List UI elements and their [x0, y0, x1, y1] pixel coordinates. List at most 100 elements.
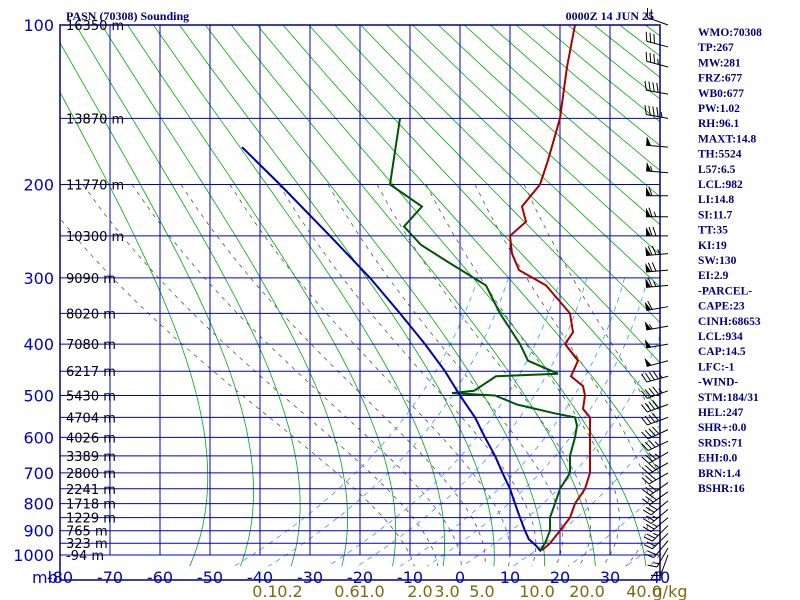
- index-value: SI:11.7: [698, 209, 732, 221]
- wind-barb-pennant: [646, 226, 651, 236]
- wind-barb-feather: [648, 439, 656, 448]
- index-value: SW:130: [698, 255, 737, 267]
- height-label: 10300 m: [66, 230, 124, 245]
- wind-barb-pennant: [646, 161, 652, 172]
- wind-barb-pennant: [644, 301, 652, 311]
- indices-panel: WMO:70308 TP:267 MW:281 FRZ:677 WB0:677 PW:1.…: [698, 27, 762, 495]
- wind-barb-half-feather: [658, 388, 663, 394]
- wind-barb-feather: [641, 390, 648, 399]
- index-value: CAP:14.5: [698, 346, 746, 358]
- wind-barb: [646, 136, 669, 148]
- wind-barb-pennant: [644, 357, 652, 367]
- wind-barb-feather: [648, 504, 658, 511]
- wind-barb-feather: [652, 426, 660, 435]
- wind-barb-feather: [644, 389, 652, 398]
- wind-barb: [650, 554, 669, 577]
- index-value: LCL:982: [698, 179, 743, 191]
- mixing-ratio-label: 3.0: [434, 582, 459, 600]
- height-label: 11770 m: [66, 179, 124, 194]
- temperature-tick-label: 10: [500, 568, 520, 587]
- grid-layer: [60, 25, 660, 556]
- wind-barb-pennant: [645, 278, 652, 288]
- wind-barb-feather: [648, 452, 657, 460]
- wind-barb-layer: [641, 7, 669, 577]
- dry-adiabat: [256, 25, 647, 567]
- index-value: STM:184/31: [698, 392, 759, 404]
- wind-barb: [641, 413, 669, 426]
- temperature-tick-label: -10: [397, 568, 423, 587]
- wind-barb-feather: [642, 526, 652, 533]
- height-label: 4704 m: [66, 411, 116, 426]
- height-label-layer: 16350 m 13870 m 11770 m 10300 m 9090 m 8020 m…: [66, 19, 124, 564]
- wind-barb: [642, 482, 669, 496]
- wind-barb-pennant: [646, 186, 651, 196]
- height-label: -94 m: [66, 549, 104, 564]
- index-value: LCL:934: [698, 331, 743, 343]
- station-title: PASN (70308) Sounding: [66, 9, 189, 23]
- pressure-tick-label: 300: [23, 269, 54, 288]
- wind-barb-feather: [643, 544, 653, 550]
- mixing-ratio-label: 20.0: [569, 582, 605, 600]
- wind-barb: [644, 80, 669, 95]
- dry-adiabat: [204, 25, 545, 567]
- wind-barb-feather: [644, 429, 653, 438]
- mixing-ratio-label: 0.1: [252, 582, 277, 600]
- height-label: 6217 m: [66, 365, 116, 380]
- moist-adiabat: [180, 184, 486, 567]
- wind-barb: [644, 105, 669, 119]
- wind-barb: [643, 525, 669, 542]
- temperature-line: [508, 25, 591, 552]
- wind-barb-feather: [648, 226, 653, 237]
- wind-barb-feather: [642, 489, 651, 496]
- wind-barb: [644, 540, 669, 559]
- wind-barb-half-feather: [648, 324, 653, 330]
- wind-barb-feather: [641, 456, 650, 464]
- pressure-tick-label: 500: [23, 386, 54, 405]
- wind-barb-feather: [648, 81, 651, 92]
- wind-barb-feather: [647, 277, 653, 288]
- wind-barb-feather: [648, 414, 656, 423]
- wind-barb: [646, 161, 669, 174]
- wind-barb-feather: [645, 486, 654, 494]
- index-value: WMO:70308: [698, 27, 762, 39]
- pressure-tick-label: 600: [23, 428, 54, 447]
- wind-barb-feather: [645, 506, 655, 513]
- wind-barb: [642, 517, 669, 533]
- moist-adiabat: [327, 184, 564, 567]
- wind-barb-feather: [647, 262, 653, 272]
- wind-barb-feather: [652, 370, 659, 380]
- height-label: 4026 m: [66, 431, 116, 446]
- dry-adiabat: [60, 91, 209, 567]
- wind-barb-feather: [645, 51, 648, 62]
- mixing-ratio-line: [234, 277, 479, 567]
- dry-adiabat: [60, 41, 254, 567]
- height-label: 2241 m: [66, 483, 116, 498]
- wind-barb: [641, 400, 669, 413]
- wind-barb-feather: [647, 246, 653, 256]
- wind-barb-shaft: [646, 360, 669, 367]
- wind-barb-half-feather: [650, 166, 653, 172]
- height-label: 765 m: [66, 525, 108, 540]
- wind-barb-half-feather: [654, 453, 660, 458]
- index-value: SRDS:71: [698, 437, 743, 449]
- mixing-ratio-label: 1.0: [359, 582, 384, 600]
- pressure-unit-label: mb: [32, 568, 58, 587]
- temperature-tick-label: -80: [47, 568, 73, 587]
- wind-barb-feather: [644, 105, 647, 115]
- height-label: 13870 m: [66, 112, 124, 127]
- height-label: 16350 m: [66, 19, 124, 34]
- index-value: KI:19: [698, 240, 727, 252]
- wind-barb-feather: [641, 404, 648, 413]
- wind-barb-half-feather: [653, 211, 657, 217]
- mixing-ratio-line: [426, 277, 649, 567]
- wind-barb-half-feather: [652, 532, 659, 536]
- mixing-ratio-line: [268, 277, 509, 567]
- index-value: BRN:1.4: [698, 468, 741, 480]
- wind-barb-half-feather: [658, 373, 663, 379]
- wind-barb-feather: [644, 80, 647, 91]
- wind-barb-feather: [644, 402, 652, 411]
- moist-adiabat: [131, 184, 462, 567]
- height-label: 5430 m: [66, 389, 116, 404]
- pressure-tick-label: 100: [23, 16, 54, 35]
